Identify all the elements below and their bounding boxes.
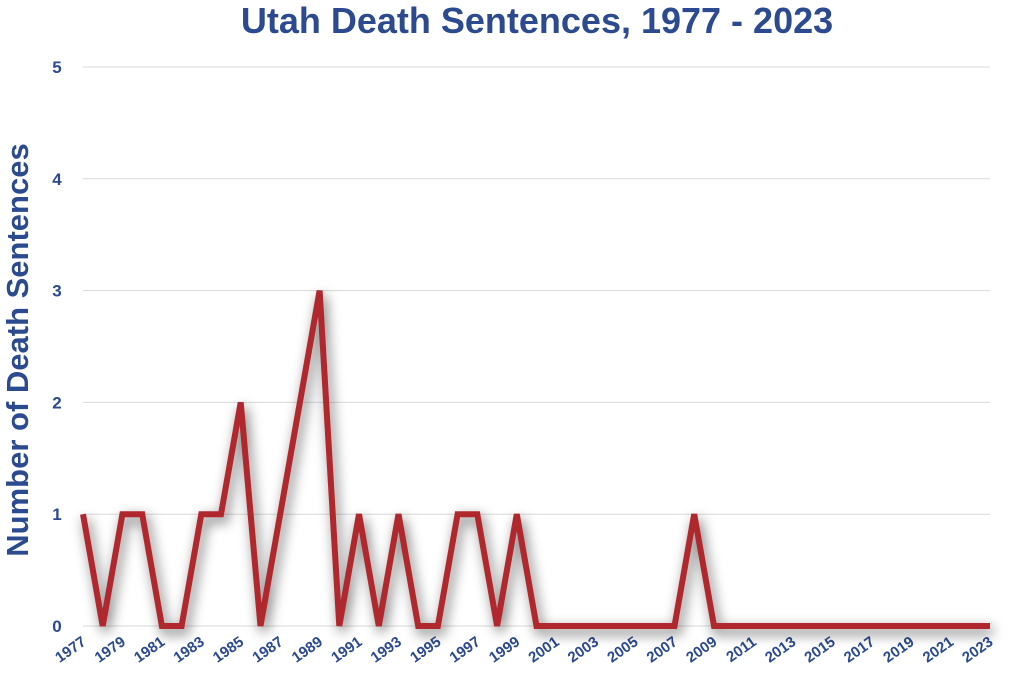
x-tick-label: 1987 [249,633,286,666]
x-tick-label: 2023 [959,633,996,666]
x-tick-label: 1997 [447,633,484,666]
x-tick-label: 2011 [723,633,759,666]
y-axis-label: Number of Death Sentences [0,143,35,556]
series-line [80,290,990,629]
grid-lines [83,66,990,627]
x-tick-label: 1995 [407,633,444,666]
y-tick-label: 1 [52,505,61,524]
x-tick-label: 1993 [368,633,405,666]
x-tick-label: 2003 [565,633,602,666]
y-tick-labels: 0 1 2 3 4 5 [52,58,62,636]
x-tick-label: 2019 [880,633,917,666]
y-tick-label: 0 [52,617,61,636]
y-tick-label: 5 [52,58,61,77]
series-line-shadow [82,294,993,635]
x-tick-labels: 1977 1979 1981 1983 1985 1987 1989 1991 1993 1995… [52,633,996,666]
x-tick-label: 2017 [841,633,878,666]
series-layer [80,290,993,635]
x-tick-label: 1989 [289,633,326,666]
x-tick-label: 1979 [92,633,129,666]
x-tick-label: 1985 [210,633,247,666]
x-tick-label: 2013 [762,633,799,666]
x-tick-label: 1977 [52,633,89,666]
x-tick-label: 2021 [920,633,957,666]
x-tick-label: 2005 [604,633,641,666]
x-tick-label: 1999 [486,633,523,666]
chart-title: Utah Death Sentences, 1977 - 2023 [241,0,833,41]
x-tick-label: 2015 [801,633,838,666]
y-tick-label: 2 [52,393,61,412]
x-tick-label: 2009 [683,633,720,666]
x-tick-label: 2001 [525,633,562,666]
y-tick-label: 3 [52,282,61,301]
x-tick-label: 1991 [328,633,365,666]
x-tick-label: 2007 [644,633,681,666]
y-tick-label: 4 [52,170,62,189]
x-tick-label: 1983 [171,633,208,666]
x-tick-label: 1981 [131,633,168,666]
